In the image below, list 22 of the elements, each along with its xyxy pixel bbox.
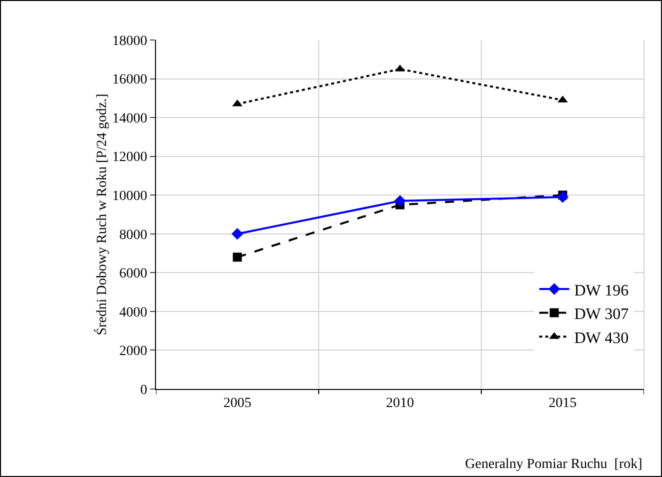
legend-label: DW 430 bbox=[574, 330, 629, 347]
legend-label: DW 307 bbox=[574, 306, 629, 324]
point bbox=[231, 228, 244, 240]
y-axis-title: Średni Dobowy Ruch w Roku [P/24 godz.] bbox=[93, 94, 110, 336]
x-axis-title: Generalny Pomiar Ruchu [rok] bbox=[465, 457, 642, 472]
x-tick-label: 2005 bbox=[223, 396, 252, 411]
point bbox=[232, 252, 242, 262]
x-tick-label: 2015 bbox=[548, 396, 577, 411]
y-tick-label: 16000 bbox=[112, 72, 148, 88]
y-tick-label: 8000 bbox=[119, 228, 148, 243]
y-tick-label: 12000 bbox=[112, 150, 148, 166]
y-tick-label: 6000 bbox=[119, 266, 148, 282]
point bbox=[556, 191, 569, 203]
y-tick-label: 0 bbox=[140, 382, 148, 398]
y-tick-label: 14000 bbox=[112, 111, 148, 126]
y-tick-label: 10000 bbox=[112, 189, 148, 204]
legend-label: DW 196 bbox=[574, 282, 629, 300]
x-tick-label: 2010 bbox=[386, 396, 414, 411]
y-tick-label: 4000 bbox=[119, 305, 148, 320]
point bbox=[394, 195, 406, 207]
y-tick-label: 2000 bbox=[119, 344, 148, 360]
y-tick-label: 18000 bbox=[112, 34, 148, 49]
